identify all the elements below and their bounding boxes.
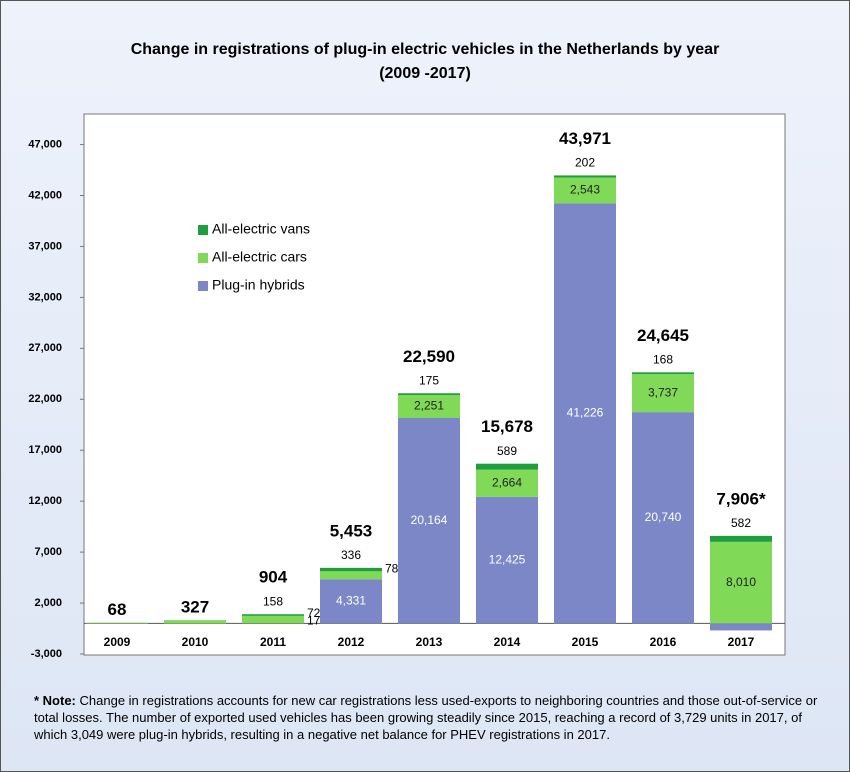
legend-swatch	[198, 225, 208, 235]
note: * Note: Change in registrations accounts…	[34, 692, 824, 743]
legend-label: All-electric cars	[212, 249, 307, 265]
y-tick-label: 17,000	[28, 444, 62, 456]
data-label: 2,251	[414, 399, 444, 413]
total-label: 15,678	[481, 417, 533, 436]
total-label: 22,590	[403, 347, 455, 366]
data-label: 2,664	[492, 475, 522, 489]
note-label: * Note:	[34, 693, 76, 708]
bar-segment	[476, 496, 538, 624]
bar-segment	[320, 579, 382, 624]
x-tick-label: 2009	[104, 635, 131, 649]
bar-segment	[554, 203, 616, 624]
x-tick-label: 2010	[182, 635, 209, 649]
y-tick-label: 32,000	[28, 291, 62, 303]
total-label: 7,906*	[716, 489, 766, 508]
x-tick-label: 2015	[572, 635, 599, 649]
x-tick-label: 2014	[494, 635, 521, 649]
total-label: 904	[259, 568, 288, 587]
legend-swatch	[198, 281, 208, 291]
data-label: 175	[419, 373, 439, 387]
total-label: 24,645	[637, 326, 689, 345]
bar-segment	[242, 614, 304, 616]
legend-swatch	[198, 253, 208, 263]
legend-label: Plug-in hybrids	[212, 277, 305, 293]
bar-segment	[554, 177, 616, 204]
bar-segment	[476, 469, 538, 497]
data-label: 2,543	[570, 183, 600, 197]
y-tick-label: 27,000	[28, 342, 62, 354]
bar-segment	[632, 372, 694, 375]
x-tick-label: 2016	[650, 635, 677, 649]
bar-segment	[242, 615, 304, 624]
chart-title: Change in registrations of plug-in elect…	[131, 41, 720, 58]
y-tick-label: 2,000	[34, 597, 62, 609]
x-tick-label: 2012	[338, 635, 365, 649]
data-label: 582	[731, 516, 751, 530]
data-label: 158	[263, 594, 283, 608]
data-label: 41,226	[567, 406, 604, 420]
bar-segment	[398, 395, 460, 418]
x-tick-label: 2011	[260, 635, 286, 649]
data-label: 168	[653, 353, 673, 367]
bar-segment	[398, 393, 460, 396]
data-label: 4,331	[336, 594, 366, 608]
data-label: 8,010	[726, 575, 756, 589]
total-label: 5,453	[330, 521, 373, 540]
data-label: 12,425	[489, 552, 526, 566]
bar-segment	[86, 622, 148, 624]
y-tick-label: 12,000	[28, 495, 62, 507]
y-tick-label: 47,000	[28, 138, 62, 150]
x-tick-label: 2013	[416, 635, 443, 649]
data-label: 202	[575, 156, 595, 170]
y-tick-label: -3,000	[31, 648, 62, 660]
bar-segment	[632, 374, 694, 413]
data-label: 3,737	[648, 385, 678, 399]
note-text: Change in registrations accounts for new…	[34, 693, 818, 742]
total-label: 68	[108, 600, 127, 619]
data-label: 589	[497, 444, 517, 458]
y-tick-label: 7,000	[34, 546, 62, 558]
bar-segment	[164, 620, 226, 624]
y-tick-label: 42,000	[28, 189, 62, 201]
x-tick-label: 2017	[728, 635, 755, 649]
y-tick-label: 22,000	[28, 393, 62, 405]
bar-segment	[710, 541, 772, 624]
total-label: 327	[181, 598, 209, 617]
bar-segment	[320, 571, 382, 580]
chart: Change in registrations of plug-in elect…	[28, 41, 786, 660]
bar-segment	[632, 412, 694, 624]
bar-segment	[710, 623, 772, 631]
data-label: 336	[341, 548, 361, 562]
data-label: 20,164	[411, 513, 448, 527]
data-label: 20,740	[645, 510, 682, 524]
y-tick-label: 37,000	[28, 240, 62, 252]
chart-subtitle: (2009 -2017)	[379, 65, 471, 82]
bar-segment	[554, 175, 616, 178]
total-label: 43,971	[559, 129, 611, 148]
bar-segment	[476, 463, 538, 470]
bar-segment	[710, 535, 772, 542]
bar-segment	[398, 417, 460, 624]
legend-label: All-electric vans	[212, 221, 310, 237]
bar-segment	[320, 567, 382, 572]
data-label: 17	[307, 613, 321, 627]
